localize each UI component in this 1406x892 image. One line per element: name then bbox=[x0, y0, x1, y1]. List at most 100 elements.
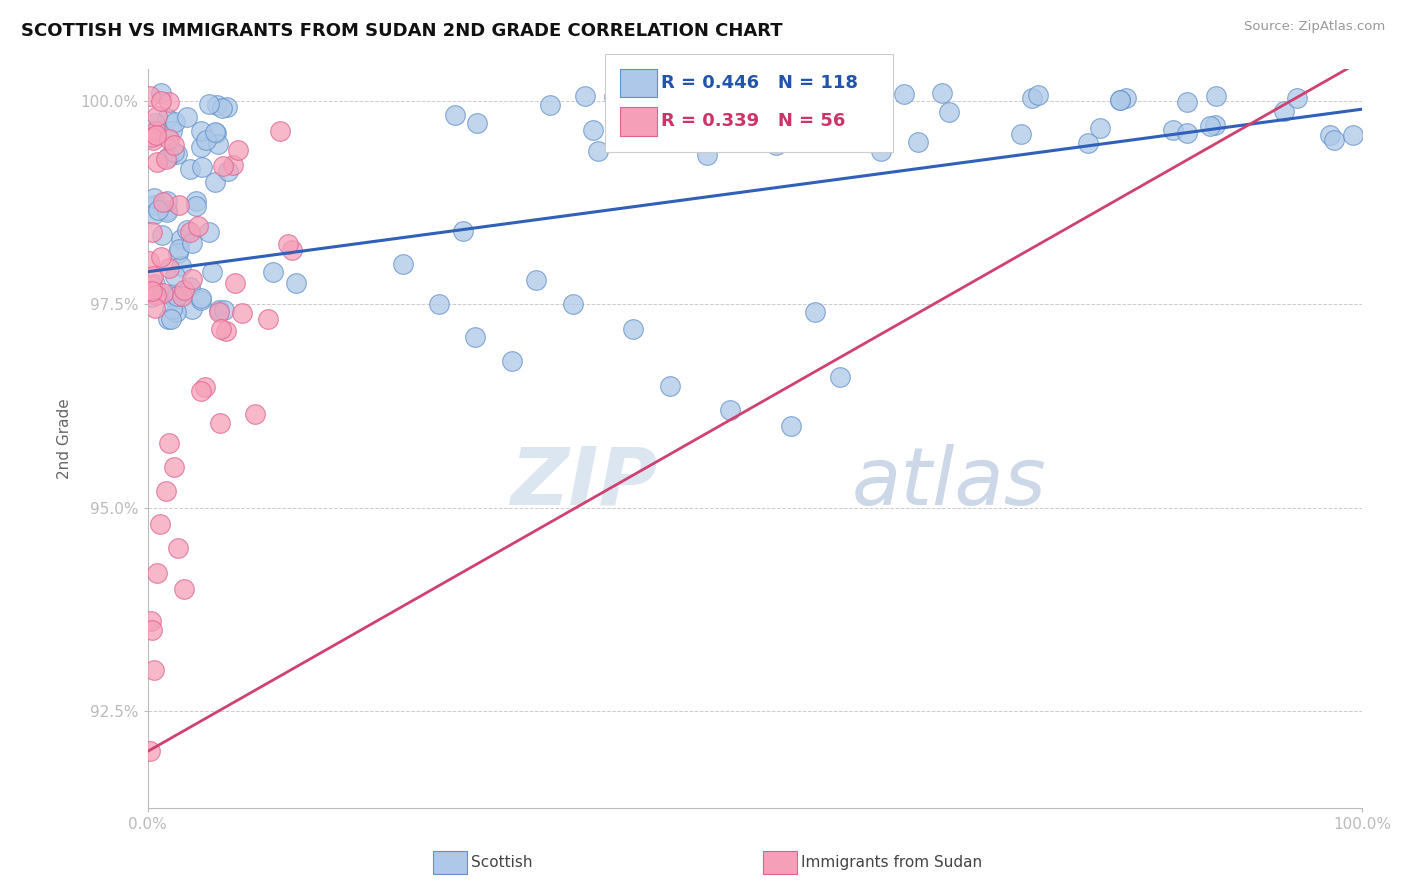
Point bbox=[1323, 133, 1346, 147]
Point bbox=[160, 301, 183, 316]
Point bbox=[142, 269, 165, 284]
Point bbox=[673, 114, 696, 128]
Point bbox=[190, 384, 212, 398]
Point bbox=[160, 123, 183, 137]
Point bbox=[190, 293, 212, 307]
Point bbox=[167, 198, 190, 212]
Point bbox=[1161, 122, 1184, 136]
Point bbox=[142, 198, 165, 212]
Point bbox=[869, 144, 891, 158]
Point bbox=[149, 250, 172, 264]
Point bbox=[141, 130, 163, 145]
Point bbox=[658, 378, 681, 392]
Point bbox=[166, 147, 188, 161]
Point bbox=[194, 133, 217, 147]
Point bbox=[138, 254, 160, 268]
Point bbox=[197, 96, 219, 111]
Point bbox=[194, 380, 217, 394]
Point bbox=[1286, 91, 1309, 105]
Point bbox=[142, 206, 165, 220]
Point bbox=[155, 484, 177, 499]
Point bbox=[804, 133, 827, 147]
Point bbox=[143, 116, 166, 130]
Point bbox=[156, 194, 179, 209]
Text: Immigrants from Sudan: Immigrants from Sudan bbox=[801, 855, 983, 870]
Point bbox=[231, 306, 253, 320]
Point bbox=[143, 301, 166, 315]
Point bbox=[262, 265, 284, 279]
Point bbox=[208, 302, 231, 317]
Point bbox=[804, 305, 827, 319]
Point bbox=[224, 276, 246, 290]
Point bbox=[1341, 128, 1364, 142]
Point bbox=[155, 152, 177, 166]
Point bbox=[222, 158, 245, 172]
Point bbox=[146, 566, 169, 580]
Point bbox=[692, 109, 714, 123]
Point bbox=[141, 284, 163, 298]
Point bbox=[173, 582, 195, 596]
Point bbox=[465, 116, 488, 130]
Point bbox=[931, 87, 953, 101]
Point bbox=[139, 744, 162, 758]
Text: R = 0.446   N = 118: R = 0.446 N = 118 bbox=[661, 74, 858, 92]
Point bbox=[191, 160, 214, 174]
Point bbox=[207, 136, 229, 151]
Point bbox=[145, 124, 167, 138]
Point bbox=[780, 419, 803, 434]
Point bbox=[212, 302, 235, 317]
Point bbox=[156, 202, 179, 217]
Point bbox=[179, 225, 201, 239]
Point bbox=[205, 97, 228, 112]
Point bbox=[1175, 95, 1198, 110]
Point bbox=[163, 138, 186, 153]
Text: Scottish: Scottish bbox=[471, 855, 533, 870]
Point bbox=[141, 615, 163, 629]
Point bbox=[167, 245, 190, 260]
Point bbox=[277, 236, 299, 251]
Point bbox=[157, 435, 180, 450]
Point bbox=[145, 128, 167, 142]
Point bbox=[152, 285, 174, 300]
Point bbox=[141, 278, 163, 293]
Point bbox=[765, 138, 787, 153]
Point bbox=[150, 86, 173, 100]
Point bbox=[149, 516, 172, 531]
Point bbox=[561, 297, 583, 311]
Point bbox=[162, 286, 184, 301]
Point bbox=[769, 112, 792, 126]
Point bbox=[179, 162, 201, 177]
Point bbox=[281, 244, 304, 258]
Point bbox=[538, 98, 561, 112]
Text: ZIP: ZIP bbox=[510, 444, 658, 522]
Point bbox=[142, 191, 165, 205]
Point bbox=[145, 288, 167, 302]
Point bbox=[1109, 93, 1132, 107]
Point bbox=[209, 322, 232, 336]
Point bbox=[217, 100, 239, 114]
Point bbox=[1272, 104, 1295, 119]
Point bbox=[582, 123, 605, 137]
Point bbox=[156, 111, 179, 125]
Point bbox=[1115, 90, 1137, 104]
Point bbox=[208, 305, 231, 319]
Point bbox=[621, 321, 644, 335]
Point bbox=[141, 623, 163, 637]
Point bbox=[699, 133, 721, 147]
Point bbox=[501, 354, 523, 368]
Point bbox=[869, 91, 891, 105]
Point bbox=[586, 144, 609, 158]
Point bbox=[180, 272, 202, 286]
Point bbox=[148, 202, 170, 217]
Point bbox=[152, 194, 174, 209]
Point bbox=[156, 205, 179, 219]
Point bbox=[150, 228, 173, 243]
Point bbox=[165, 304, 187, 318]
Point bbox=[269, 124, 291, 138]
Point bbox=[204, 175, 226, 189]
Point bbox=[169, 242, 191, 256]
Point bbox=[173, 283, 195, 297]
Point bbox=[165, 268, 187, 283]
Point bbox=[444, 108, 467, 122]
Point bbox=[284, 276, 307, 290]
